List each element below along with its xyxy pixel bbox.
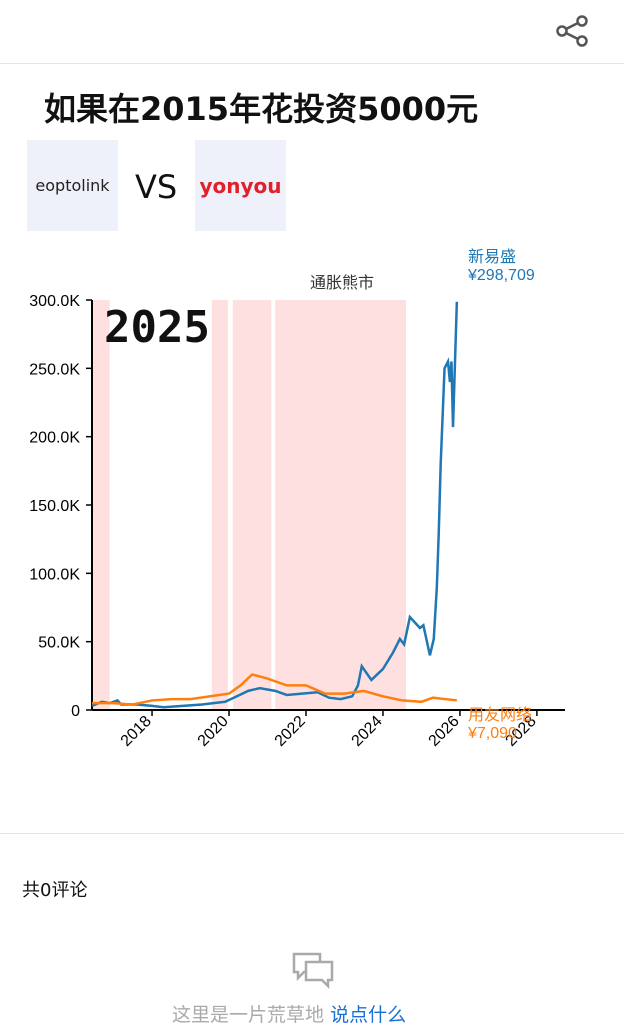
end-value-label: ¥298,709 bbox=[467, 267, 535, 284]
y-tick-label: 300.0K bbox=[29, 293, 80, 310]
series-line bbox=[91, 301, 459, 709]
comment-icon bbox=[292, 952, 334, 990]
x-tick-label: 2022 bbox=[272, 713, 309, 750]
bear-market-region bbox=[211, 300, 228, 710]
page-title: 如果在2015年花投资5000元 bbox=[44, 90, 479, 128]
comment-link[interactable]: 说点什么 bbox=[330, 1004, 407, 1026]
divider bbox=[0, 833, 624, 834]
x-tick-label: 2018 bbox=[118, 713, 155, 750]
series-name: 用友网络 bbox=[468, 705, 532, 724]
empty-text: 这里是一片荒草地 bbox=[172, 1004, 325, 1026]
y-tick-label: 150.0K bbox=[29, 498, 80, 515]
divider bbox=[0, 63, 624, 64]
x-tick-label: 2020 bbox=[195, 713, 232, 750]
y-tick-label: 100.0K bbox=[29, 566, 80, 583]
end-value-label: ¥7,090 bbox=[467, 725, 517, 742]
y-tick-label: 250.0K bbox=[29, 361, 80, 378]
bear-market-region bbox=[232, 300, 272, 710]
y-tick-label: 200.0K bbox=[29, 430, 80, 447]
year-label: 2025 bbox=[104, 302, 210, 353]
bear-market-region bbox=[92, 300, 110, 710]
x-tick-label: 2026 bbox=[426, 713, 463, 750]
share-icon[interactable] bbox=[552, 12, 592, 52]
logo: yonyou bbox=[195, 140, 286, 231]
series-line bbox=[92, 673, 457, 706]
bear-market-region bbox=[275, 300, 407, 710]
logo: eoptolink bbox=[27, 140, 118, 231]
empty-comments: 这里是一片荒草地 说点什么 bbox=[172, 1000, 406, 1027]
y-tick-label: 0 bbox=[71, 703, 80, 720]
series-name: 新易盛 bbox=[468, 248, 516, 266]
comment-count: 共0评论 bbox=[22, 880, 88, 901]
y-tick-label: 50.0K bbox=[38, 635, 80, 652]
chart: 通胀熊市 2025 0 50.0K 100.0K 150.0K 200.0K 250.0K 30… bbox=[29, 248, 565, 750]
vs-label: VS bbox=[135, 168, 178, 206]
x-tick-label: 2024 bbox=[349, 713, 386, 750]
region-annotation: 通胀熊市 bbox=[310, 274, 374, 292]
